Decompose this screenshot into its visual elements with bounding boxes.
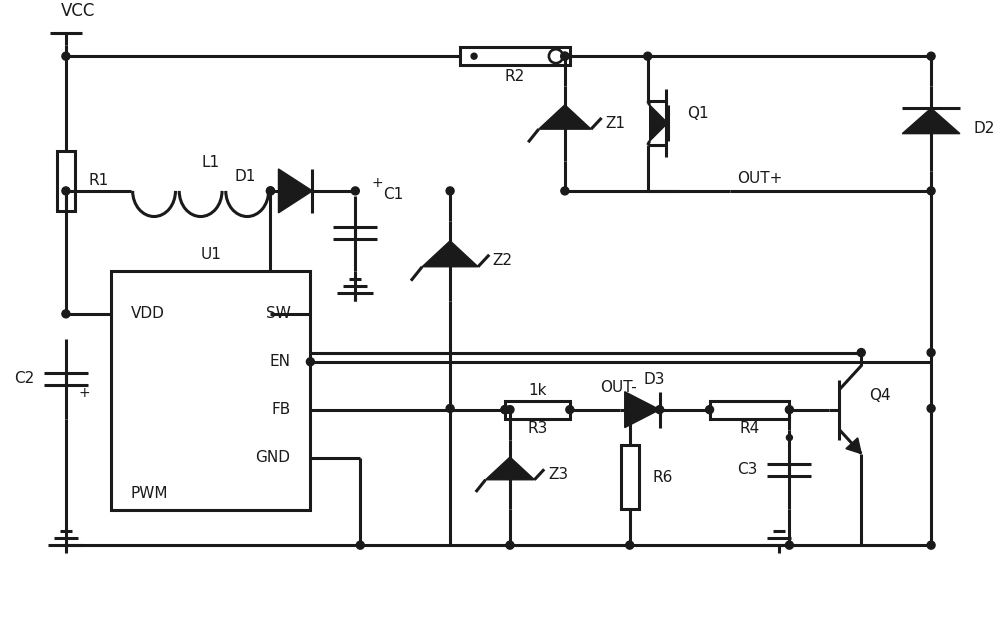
Circle shape <box>561 187 569 195</box>
Circle shape <box>786 435 792 440</box>
Circle shape <box>857 349 865 356</box>
Circle shape <box>561 52 569 60</box>
Bar <box>57 151 75 211</box>
Circle shape <box>446 404 454 412</box>
Circle shape <box>785 406 793 414</box>
Circle shape <box>266 187 274 195</box>
Circle shape <box>506 406 514 414</box>
Circle shape <box>706 406 714 414</box>
Text: D1: D1 <box>234 169 256 184</box>
Text: Q1: Q1 <box>688 105 709 121</box>
Text: R4: R4 <box>739 421 760 436</box>
Circle shape <box>561 52 569 60</box>
Circle shape <box>644 52 652 60</box>
Text: VCC: VCC <box>61 2 95 21</box>
Text: D3: D3 <box>644 372 665 388</box>
Text: EN: EN <box>269 354 290 369</box>
Bar <box>111 271 310 510</box>
Circle shape <box>446 187 454 195</box>
Polygon shape <box>846 438 861 454</box>
Circle shape <box>471 53 477 59</box>
Bar <box>460 47 570 65</box>
Text: FB: FB <box>271 402 290 417</box>
Circle shape <box>266 187 274 195</box>
Text: R3: R3 <box>527 421 548 436</box>
Circle shape <box>927 349 935 356</box>
Text: +: + <box>371 176 383 190</box>
Circle shape <box>306 358 314 366</box>
Circle shape <box>506 541 514 549</box>
Circle shape <box>62 187 70 195</box>
Text: GND: GND <box>255 450 290 465</box>
Circle shape <box>501 406 509 414</box>
Circle shape <box>626 406 634 414</box>
Circle shape <box>566 406 574 414</box>
Text: OUT+: OUT+ <box>738 171 783 186</box>
Bar <box>621 445 639 510</box>
Polygon shape <box>650 105 668 141</box>
Text: U1: U1 <box>200 247 221 262</box>
Polygon shape <box>539 105 591 129</box>
Text: +: + <box>78 386 90 400</box>
Text: R6: R6 <box>653 470 673 485</box>
Circle shape <box>656 406 664 414</box>
Text: Z3: Z3 <box>548 467 569 482</box>
Circle shape <box>927 52 935 60</box>
Polygon shape <box>486 457 534 480</box>
Text: Q4: Q4 <box>869 388 891 403</box>
Polygon shape <box>625 392 660 427</box>
Circle shape <box>501 406 509 414</box>
Circle shape <box>351 187 359 195</box>
Text: L1: L1 <box>202 156 220 171</box>
Text: SW: SW <box>266 307 290 321</box>
Text: C2: C2 <box>14 371 34 386</box>
Text: C3: C3 <box>737 462 757 477</box>
Bar <box>505 401 570 419</box>
Text: 5: 5 <box>278 277 288 292</box>
Text: D2: D2 <box>974 121 995 136</box>
Text: OUT-: OUT- <box>600 380 637 395</box>
Text: Z1: Z1 <box>605 116 625 131</box>
Bar <box>710 401 789 419</box>
Circle shape <box>626 541 634 549</box>
Circle shape <box>927 187 935 195</box>
Text: VDD: VDD <box>131 307 165 321</box>
Circle shape <box>62 310 70 318</box>
Polygon shape <box>422 241 478 267</box>
Circle shape <box>785 541 793 549</box>
Polygon shape <box>902 108 960 133</box>
Text: PWM: PWM <box>131 486 168 501</box>
Circle shape <box>927 404 935 412</box>
Circle shape <box>62 52 70 60</box>
Text: R1: R1 <box>89 173 109 188</box>
Circle shape <box>927 541 935 549</box>
Circle shape <box>356 541 364 549</box>
Polygon shape <box>278 169 312 213</box>
Text: C1: C1 <box>383 188 403 202</box>
Text: R2: R2 <box>505 69 525 83</box>
Text: 1k: 1k <box>528 383 547 398</box>
Text: Z2: Z2 <box>492 254 512 269</box>
